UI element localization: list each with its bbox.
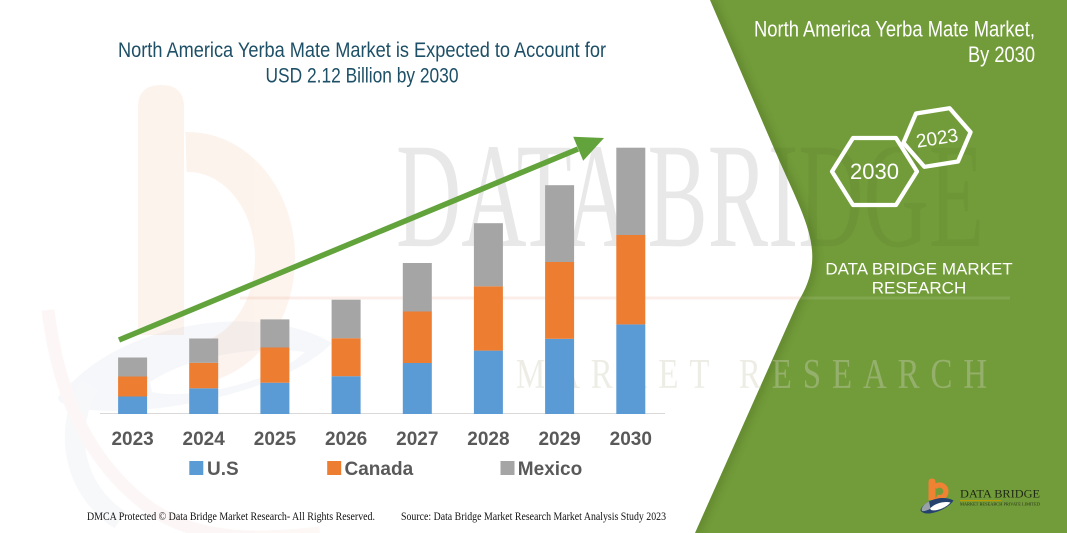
svg-text:MARKET RESEARCH PRIVATE LIMITE: MARKET RESEARCH PRIVATE LIMITED xyxy=(960,502,1041,507)
svg-text:USD 2.12 Billion by 2030: USD 2.12 Billion by 2030 xyxy=(266,65,459,88)
svg-text:2026: 2026 xyxy=(325,429,367,450)
svg-text:North America Yerba Mate Marke: North America Yerba Mate Market is Expec… xyxy=(118,39,606,62)
svg-text:Mexico: Mexico xyxy=(518,459,582,480)
svg-text:DMCA Protected © Data Bridge M: DMCA Protected © Data Bridge Market Rese… xyxy=(87,511,375,523)
svg-text:RESEARCH: RESEARCH xyxy=(872,279,966,298)
svg-text:2029: 2029 xyxy=(538,429,580,450)
svg-text:MARKET RESEARCH: MARKET RESEARCH xyxy=(516,352,998,398)
svg-text:2025: 2025 xyxy=(254,429,297,450)
svg-text:North America Yerba Mate Marke: North America Yerba Mate Market, xyxy=(754,17,1035,42)
svg-text:2024: 2024 xyxy=(183,429,226,450)
svg-text:2030: 2030 xyxy=(610,429,652,450)
svg-text:2023: 2023 xyxy=(111,429,153,450)
svg-text:By 2030: By 2030 xyxy=(968,42,1035,67)
svg-text:2030: 2030 xyxy=(850,159,899,184)
svg-text:Source: Data Bridge Market Res: Source: Data Bridge Market Research Mark… xyxy=(401,511,666,523)
svg-text:DATA BRIDGE: DATA BRIDGE xyxy=(960,487,1040,501)
svg-text:2028: 2028 xyxy=(467,429,509,450)
svg-text:DATA BRIDGE MARKET: DATA BRIDGE MARKET xyxy=(825,260,1012,279)
svg-text:Canada: Canada xyxy=(345,459,414,480)
svg-text:2027: 2027 xyxy=(396,429,438,450)
svg-text:U.S: U.S xyxy=(207,459,239,480)
